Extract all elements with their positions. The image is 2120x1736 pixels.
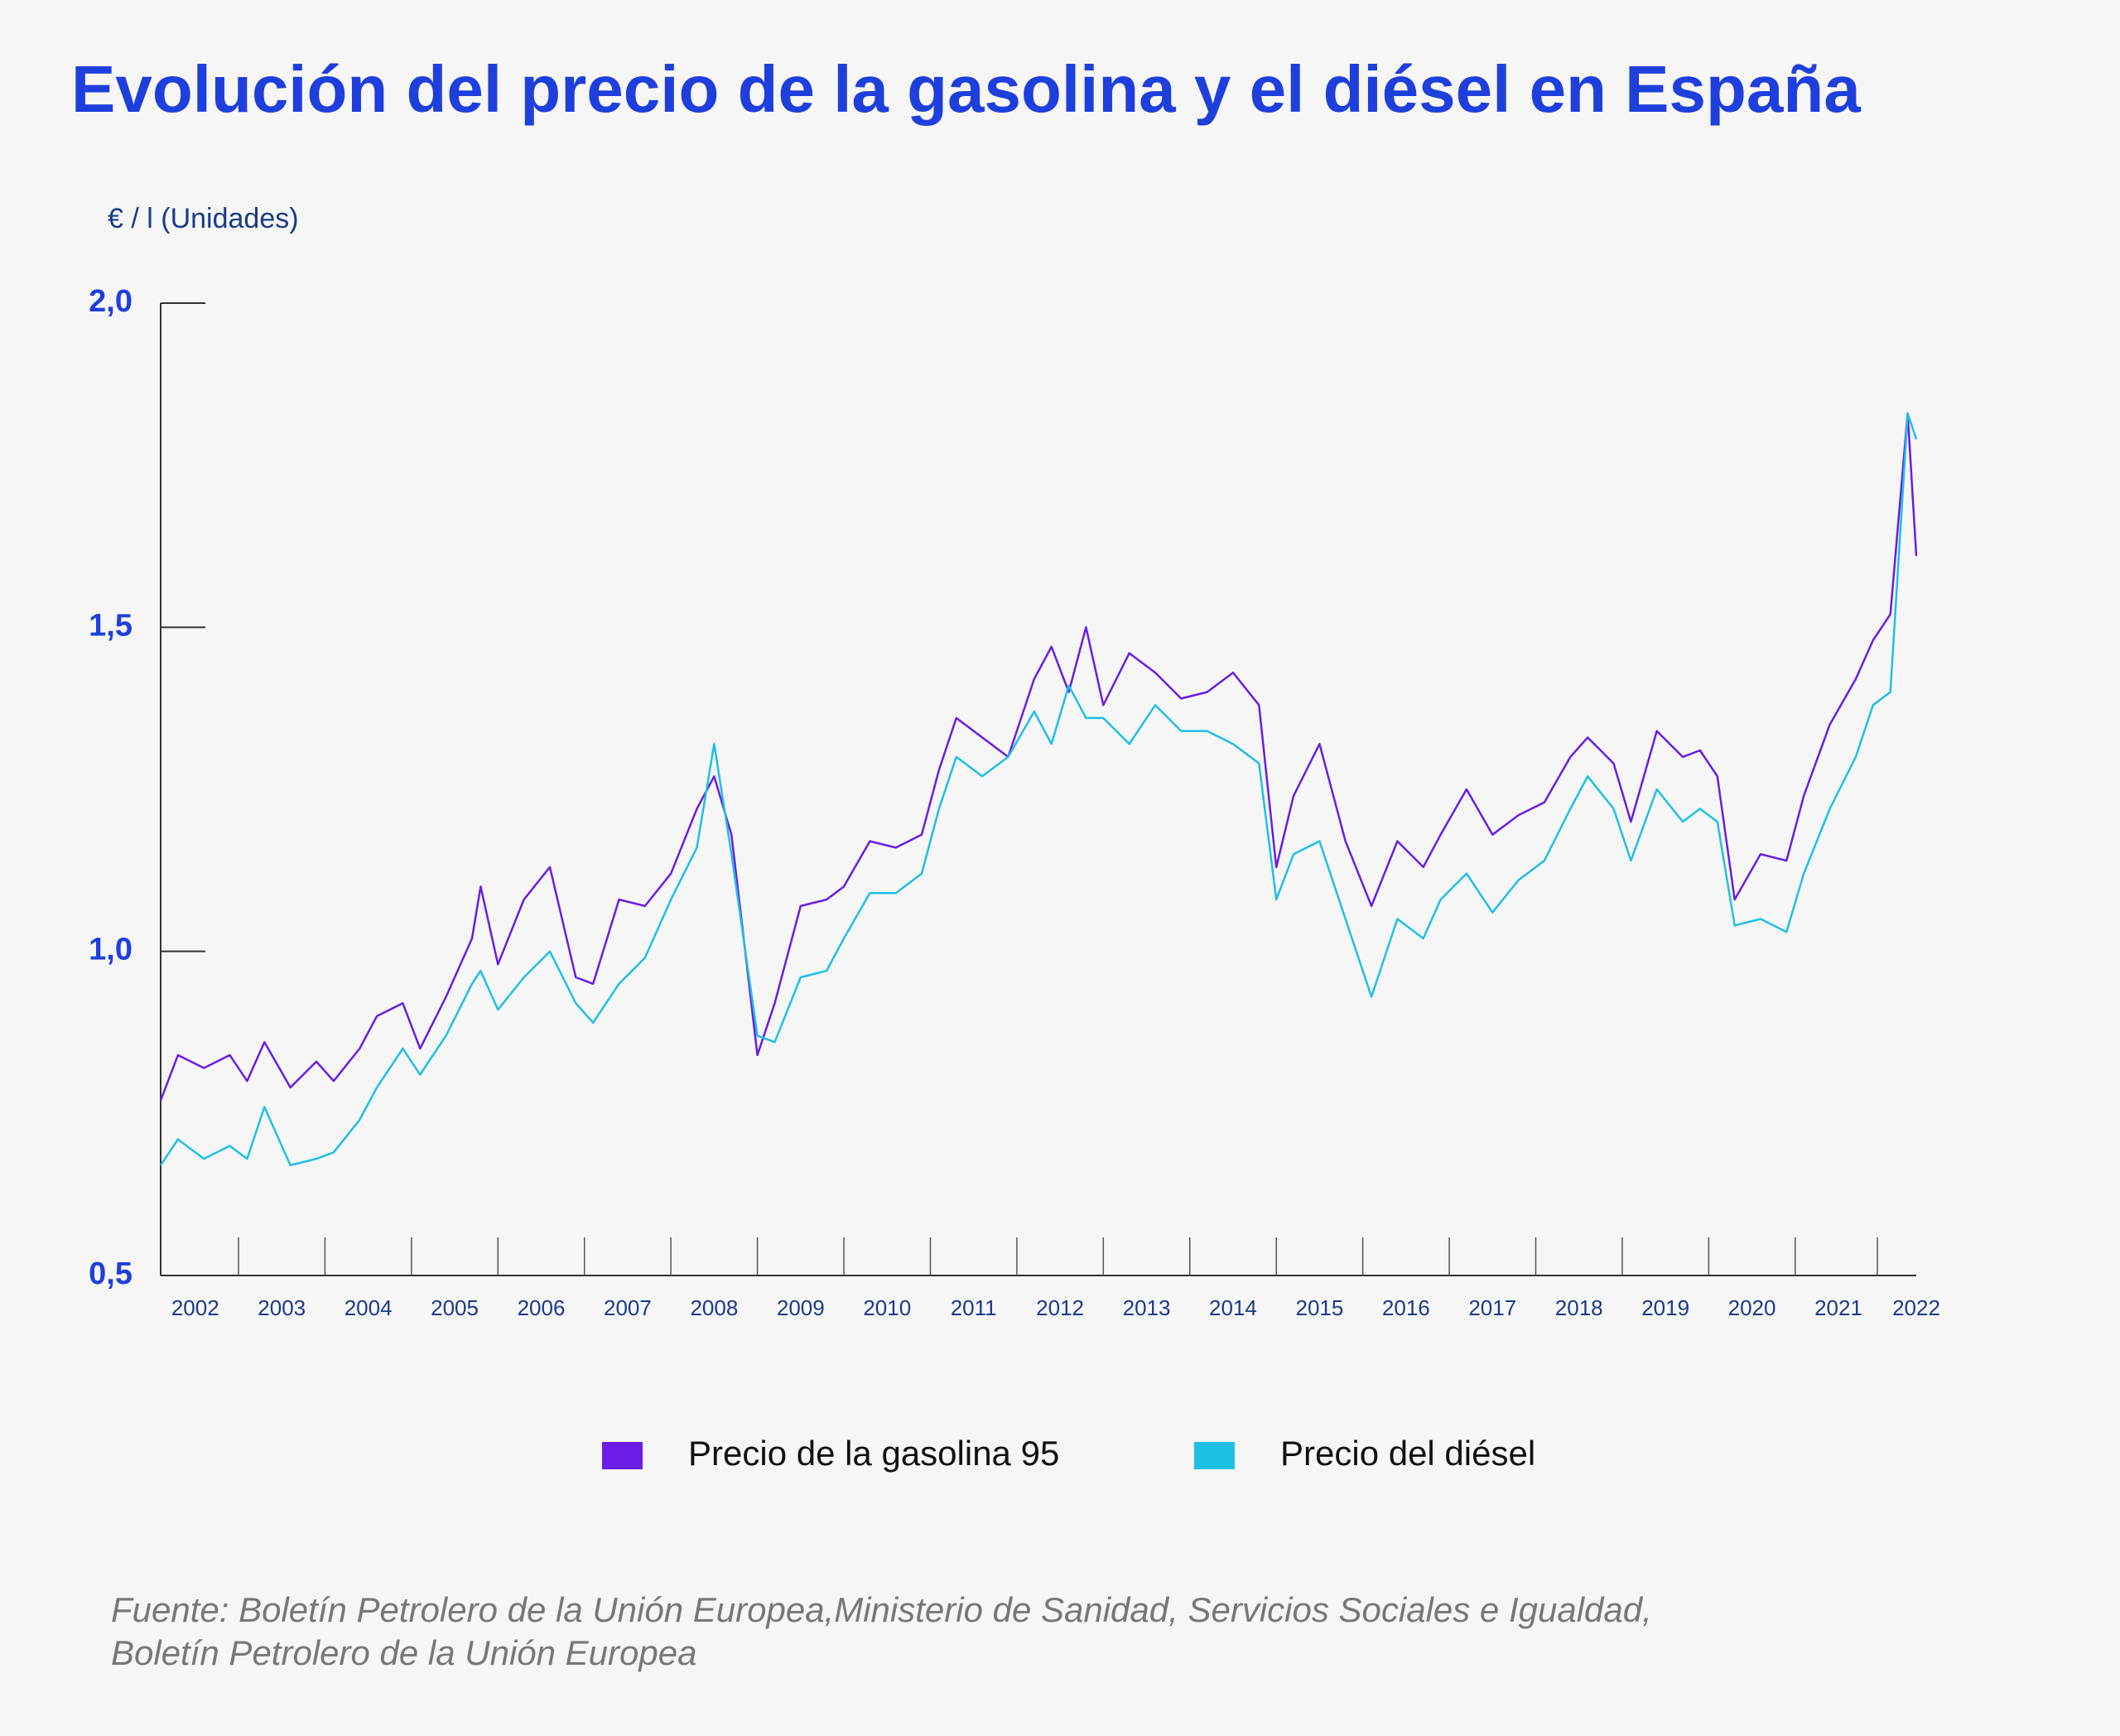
- legend-label: Precio del diésel: [1280, 1434, 1535, 1473]
- x-tick-label: 2006: [518, 1295, 566, 1320]
- y-axis-label: € / l (Unidades): [108, 203, 299, 234]
- x-tick-label: 2015: [1295, 1295, 1343, 1320]
- y-tick-label: 2,0: [89, 284, 132, 319]
- x-tick-label: 2002: [171, 1295, 219, 1320]
- x-tick-label: 2013: [1123, 1295, 1171, 1320]
- y-tick-label: 1,0: [89, 933, 132, 967]
- x-tick-label: 2021: [1814, 1295, 1862, 1320]
- x-tick-label: 2019: [1641, 1295, 1689, 1320]
- y-tick-label: 0,5: [89, 1256, 132, 1291]
- legend-swatch: [602, 1442, 643, 1469]
- x-tick-label: 2003: [258, 1295, 306, 1320]
- x-tick-label: 2012: [1036, 1295, 1084, 1320]
- x-tick-label: 2014: [1209, 1295, 1257, 1320]
- x-tick-label: 2016: [1382, 1295, 1430, 1320]
- legend-label: Precio de la gasolina 95: [688, 1434, 1059, 1473]
- x-tick-label: 2020: [1728, 1295, 1776, 1320]
- chart-title: Evolución del precio de la gasolina y el…: [71, 52, 1861, 126]
- x-tick-label: 2008: [690, 1295, 738, 1320]
- x-tick-label: 2004: [344, 1295, 393, 1320]
- x-tick-label: 2009: [777, 1295, 825, 1320]
- x-tick-label: 2011: [951, 1295, 997, 1320]
- y-tick-label: 1,5: [89, 608, 132, 643]
- x-tick-label: 2022: [1892, 1295, 1940, 1320]
- legend-swatch: [1194, 1442, 1235, 1469]
- x-tick-label: 2005: [431, 1295, 479, 1320]
- x-tick-label: 2010: [863, 1295, 911, 1320]
- series-line: [159, 412, 1918, 1102]
- source: Fuente: Boletín Petrolero de la Unión Eu…: [111, 1590, 1652, 1629]
- x-tick-label: 2018: [1555, 1295, 1603, 1320]
- x-tick-label: 2017: [1468, 1295, 1516, 1320]
- source: Boletín Petrolero de la Unión Europea: [111, 1633, 696, 1672]
- x-tick-label: 2007: [604, 1295, 652, 1320]
- series-line: [159, 412, 1918, 1167]
